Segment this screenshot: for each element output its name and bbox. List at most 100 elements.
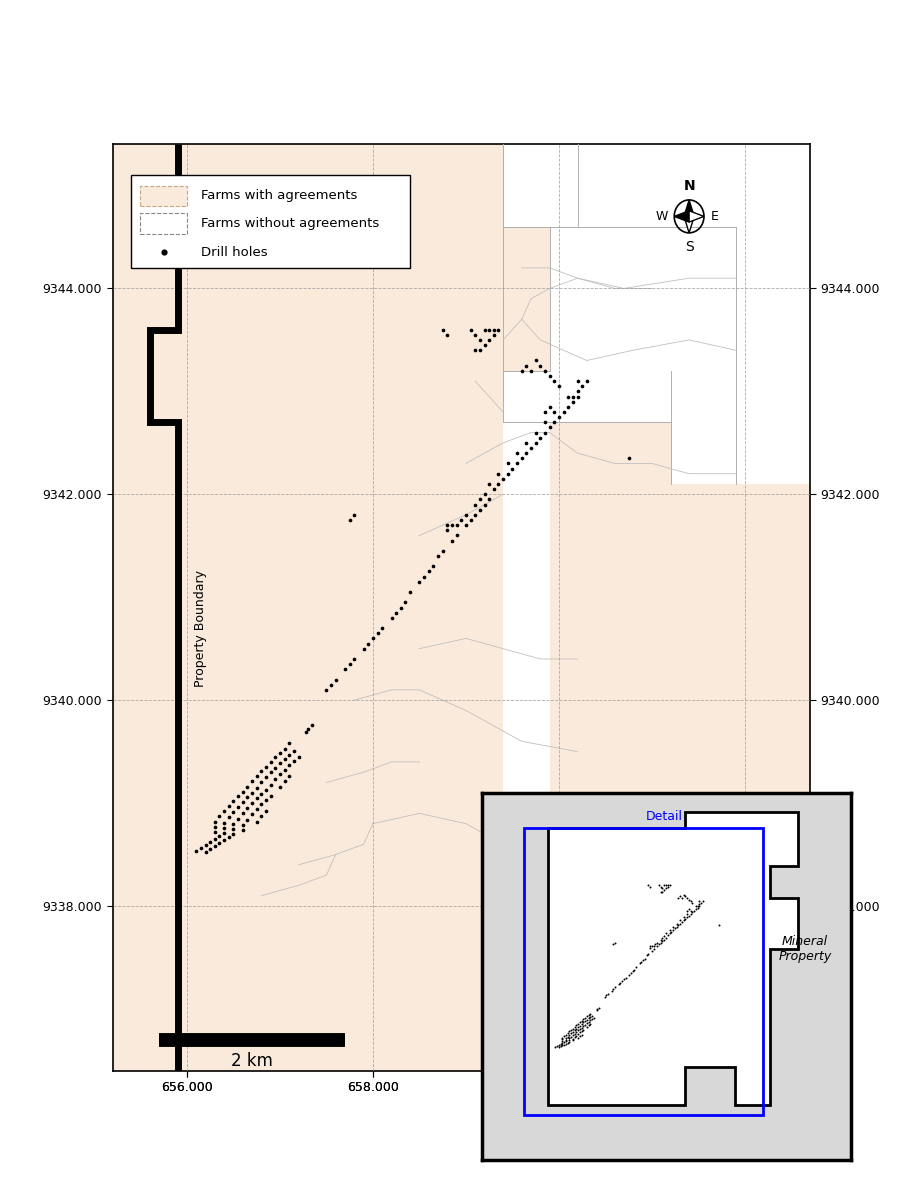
Point — [524, 438, 538, 457]
Point — [472, 500, 487, 520]
Point — [236, 816, 250, 835]
Point — [653, 934, 668, 953]
Point — [555, 1029, 570, 1048]
Text: N: N — [683, 179, 695, 192]
Point — [653, 930, 668, 949]
Point — [245, 783, 259, 802]
Point — [576, 1017, 590, 1036]
Point — [231, 787, 246, 806]
Point — [449, 526, 464, 545]
Text: Drill holes: Drill holes — [201, 245, 267, 259]
Point — [208, 823, 222, 842]
Point — [566, 1029, 580, 1048]
Point — [273, 777, 287, 796]
Point — [212, 834, 227, 853]
Point — [519, 356, 534, 375]
Point — [282, 755, 296, 775]
Point — [662, 920, 677, 940]
Point — [552, 1038, 566, 1057]
Point — [559, 1029, 573, 1048]
Point — [572, 1017, 587, 1036]
Point — [550, 1037, 564, 1056]
Point — [277, 772, 292, 792]
Point — [249, 800, 264, 819]
Point — [403, 582, 418, 602]
Point — [245, 805, 259, 824]
Bar — [131, 176, 410, 268]
Point — [556, 402, 571, 421]
Point — [254, 807, 268, 826]
Point — [673, 914, 688, 934]
Point — [671, 889, 686, 908]
Point — [662, 924, 677, 943]
Point — [557, 1032, 572, 1051]
Point — [677, 911, 691, 930]
Point — [445, 531, 459, 550]
Point — [688, 896, 703, 915]
Point — [347, 650, 362, 669]
Point — [217, 823, 231, 842]
Point — [666, 917, 680, 936]
Point — [189, 842, 203, 861]
Point — [482, 320, 497, 339]
Point — [547, 413, 562, 432]
Polygon shape — [670, 422, 735, 484]
Point — [680, 901, 694, 920]
Point — [592, 998, 607, 1018]
Point — [692, 891, 706, 911]
Point — [574, 1018, 589, 1037]
Point — [616, 970, 631, 989]
Point — [562, 1025, 577, 1044]
Point — [646, 936, 661, 955]
Point — [464, 320, 478, 339]
Point — [259, 801, 274, 820]
Point — [254, 794, 268, 813]
Point — [528, 433, 543, 452]
Point — [598, 988, 612, 1007]
Point — [482, 490, 497, 509]
Point — [449, 516, 464, 535]
Point — [198, 843, 212, 863]
Point — [580, 1013, 594, 1032]
Point — [268, 770, 283, 789]
Point — [657, 881, 671, 900]
Point — [653, 882, 668, 901]
Text: 2 km: 2 km — [231, 1053, 273, 1071]
Point — [500, 454, 515, 473]
Point — [343, 654, 357, 674]
Point — [641, 876, 655, 895]
Point — [487, 320, 501, 339]
Point — [564, 1024, 579, 1043]
Point — [559, 1032, 573, 1051]
Point — [273, 743, 287, 763]
Point — [249, 766, 264, 786]
Point — [627, 960, 642, 979]
Point — [675, 889, 689, 908]
Point — [661, 877, 675, 896]
Point — [606, 935, 620, 954]
Point — [399, 593, 413, 612]
Point — [643, 877, 657, 896]
Point — [468, 494, 482, 514]
Point — [552, 377, 566, 396]
Point — [571, 1029, 585, 1048]
Point — [264, 787, 278, 806]
Point — [576, 1013, 590, 1032]
Point — [653, 877, 668, 896]
Point — [375, 618, 390, 638]
Polygon shape — [578, 144, 810, 484]
Point — [571, 387, 585, 407]
Point — [640, 946, 654, 965]
Point — [273, 753, 287, 772]
Text: Farms with agreements: Farms with agreements — [201, 189, 357, 202]
Point — [575, 377, 590, 396]
Point — [638, 949, 652, 968]
Point — [249, 778, 264, 798]
Point — [245, 772, 259, 792]
Polygon shape — [550, 371, 670, 422]
Point — [622, 449, 636, 468]
Point — [677, 885, 691, 905]
Point — [557, 1035, 572, 1054]
Point — [657, 876, 671, 895]
Point — [696, 891, 710, 911]
